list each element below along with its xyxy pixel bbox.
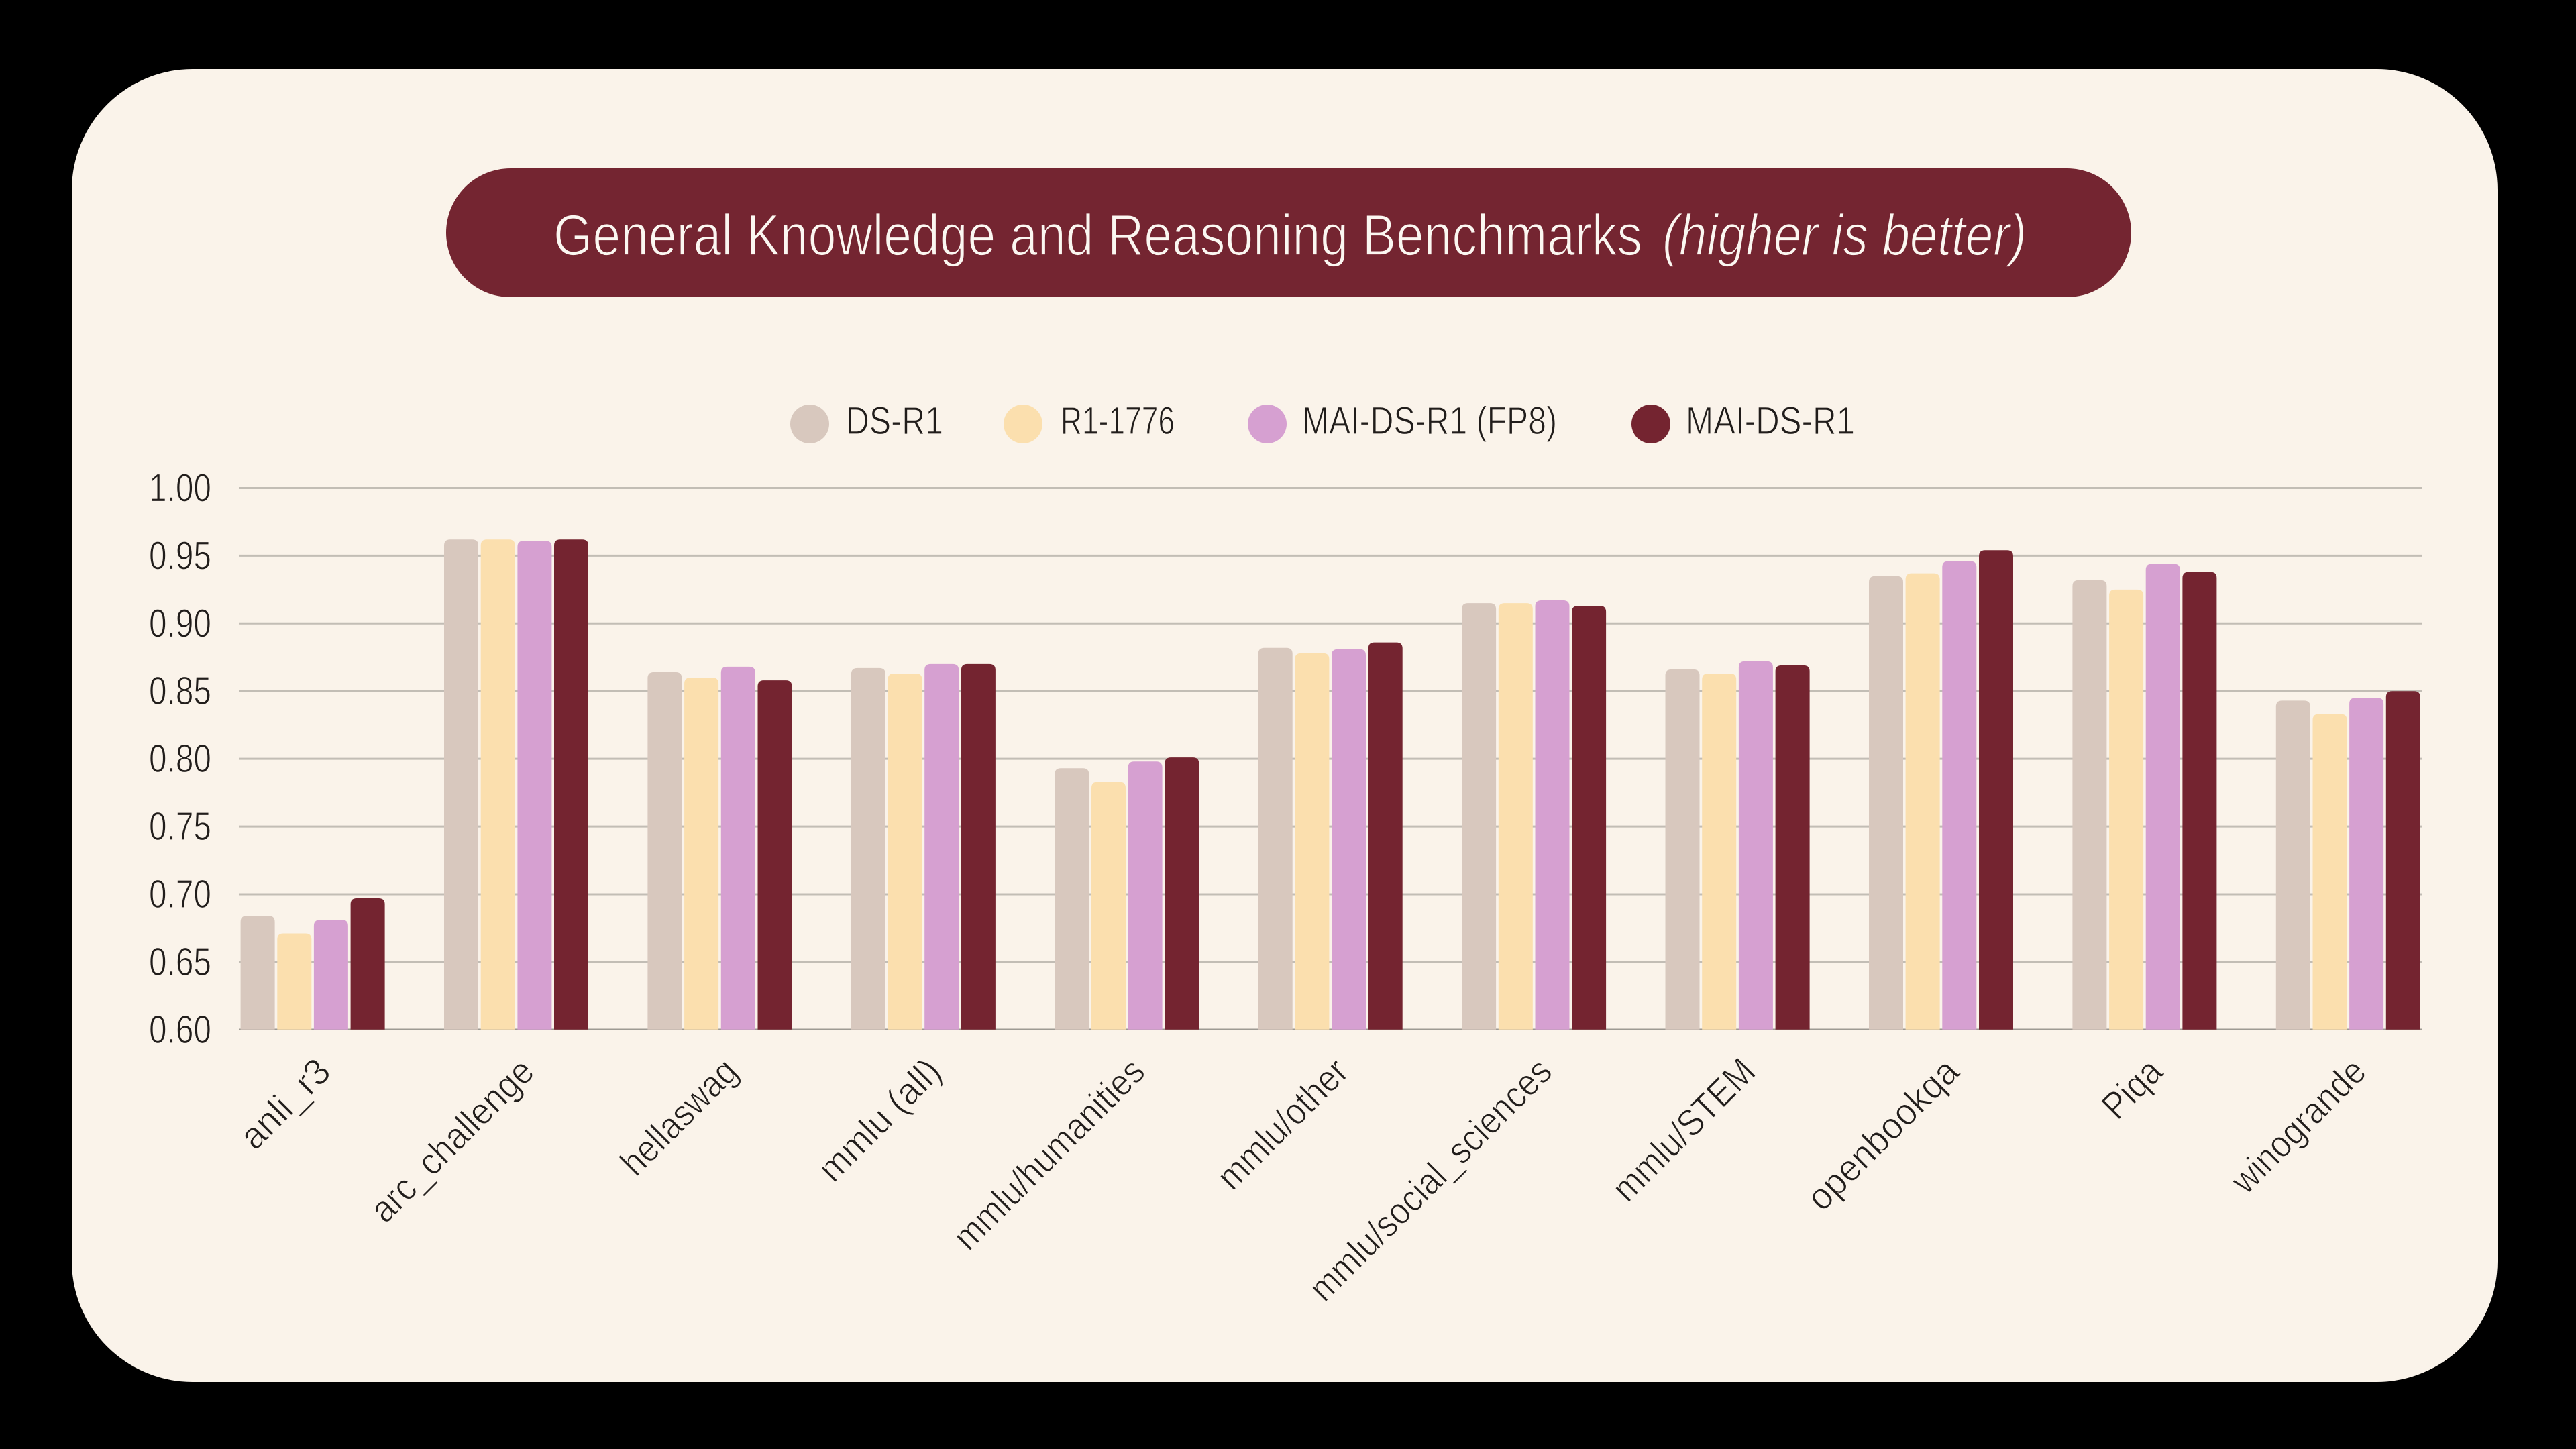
svg-text:0.85: 0.85 — [149, 669, 211, 713]
svg-text:DS-R1: DS-R1 — [846, 399, 943, 443]
svg-text:0.80: 0.80 — [149, 737, 211, 781]
svg-text:MAI-DS-R1: MAI-DS-R1 — [1686, 399, 1855, 443]
svg-text:0.90: 0.90 — [149, 601, 211, 645]
svg-text:0.95: 0.95 — [149, 533, 211, 578]
svg-text:General Knowledge and Reasonin: General Knowledge and Reasoning Benchmar… — [553, 203, 1642, 268]
svg-text:R1-1776: R1-1776 — [1061, 399, 1175, 443]
svg-text:1.00: 1.00 — [149, 466, 211, 511]
svg-text:MAI-DS-R1 (FP8): MAI-DS-R1 (FP8) — [1302, 399, 1557, 443]
svg-text:0.60: 0.60 — [149, 1008, 211, 1052]
svg-text:(higher is better): (higher is better) — [1662, 203, 2027, 268]
svg-text:0.70: 0.70 — [149, 872, 211, 916]
svg-text:0.65: 0.65 — [149, 940, 211, 984]
svg-text:0.75: 0.75 — [149, 804, 211, 849]
